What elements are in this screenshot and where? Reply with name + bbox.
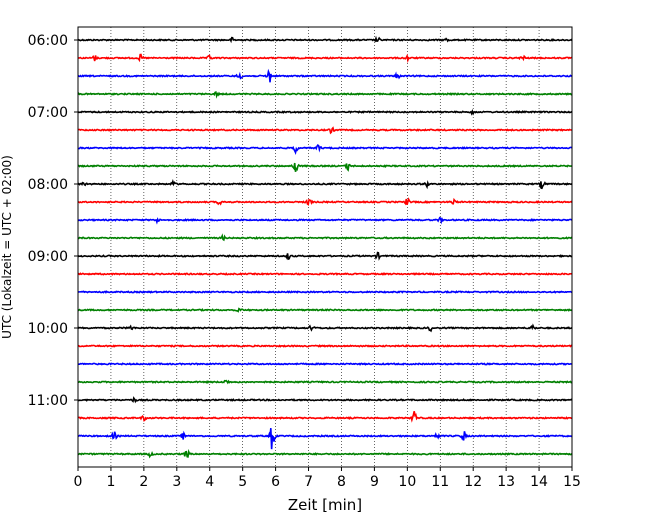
x-tick-label: 1 (106, 474, 115, 490)
y-axis-label: UTC (Lokalzeit = UTC + 02:00) (0, 155, 14, 339)
trace-1015 (77, 344, 573, 348)
x-tick-label: 9 (370, 474, 379, 490)
trace-0630 (77, 68, 573, 83)
trace-0700 (77, 108, 573, 116)
trace-1030 (77, 362, 573, 366)
trace-0930 (77, 290, 573, 294)
trace-1130 (77, 428, 573, 450)
y-tick-label: 10:00 (28, 321, 68, 337)
grid-lines (110, 27, 540, 467)
y-axis-ticks: 06:00 07:00 08:00 09:00 10:00 11:00 (28, 33, 78, 409)
trace-0715 (77, 126, 573, 135)
trace-1000 (77, 323, 573, 333)
trace-0830 (77, 216, 573, 225)
x-tick-label: 14 (530, 474, 548, 490)
y-tick-label: 11:00 (28, 393, 68, 409)
plot-frame (77, 26, 573, 468)
x-tick-label: 4 (205, 474, 214, 490)
trace-0845 (77, 233, 573, 242)
trace-0615 (77, 53, 573, 64)
x-tick-label: 13 (497, 474, 515, 490)
trace-0815 (77, 197, 573, 206)
x-tick-label: 11 (431, 474, 449, 490)
y-tick-label: 07:00 (28, 105, 68, 121)
y-tick-label: 06:00 (28, 33, 68, 49)
trace-1115 (77, 411, 573, 423)
trace-0915 (77, 272, 573, 276)
x-axis-ticks: 0 1 2 3 4 5 6 7 8 9 10 11 12 13 14 15 (74, 467, 581, 490)
x-tick-label: 2 (139, 474, 148, 490)
trace-1045 (77, 379, 573, 385)
trace-1145 (77, 448, 573, 459)
x-tick-label: 10 (398, 474, 416, 490)
x-tick-label: 6 (271, 474, 280, 490)
x-tick-label: 15 (563, 474, 581, 490)
x-axis-label: Zeit [min] (288, 496, 362, 514)
x-tick-label: 7 (304, 474, 313, 490)
trace-rows (77, 35, 573, 459)
trace-0645 (77, 90, 573, 99)
y-tick-label: 08:00 (28, 177, 68, 193)
trace-0945 (77, 307, 573, 313)
trace-0745 (77, 162, 572, 172)
x-tick-label: 8 (337, 474, 346, 490)
x-tick-label: 3 (172, 474, 181, 490)
trace-0600 (77, 35, 573, 44)
x-tick-label: 12 (464, 474, 482, 490)
trace-0800 (77, 178, 573, 190)
trace-0730 (77, 144, 573, 156)
x-tick-label: 0 (74, 474, 83, 490)
y-tick-label: 09:00 (28, 249, 68, 265)
trace-0900 (77, 251, 573, 261)
trace-1100 (77, 396, 573, 404)
x-tick-label: 5 (238, 474, 247, 490)
